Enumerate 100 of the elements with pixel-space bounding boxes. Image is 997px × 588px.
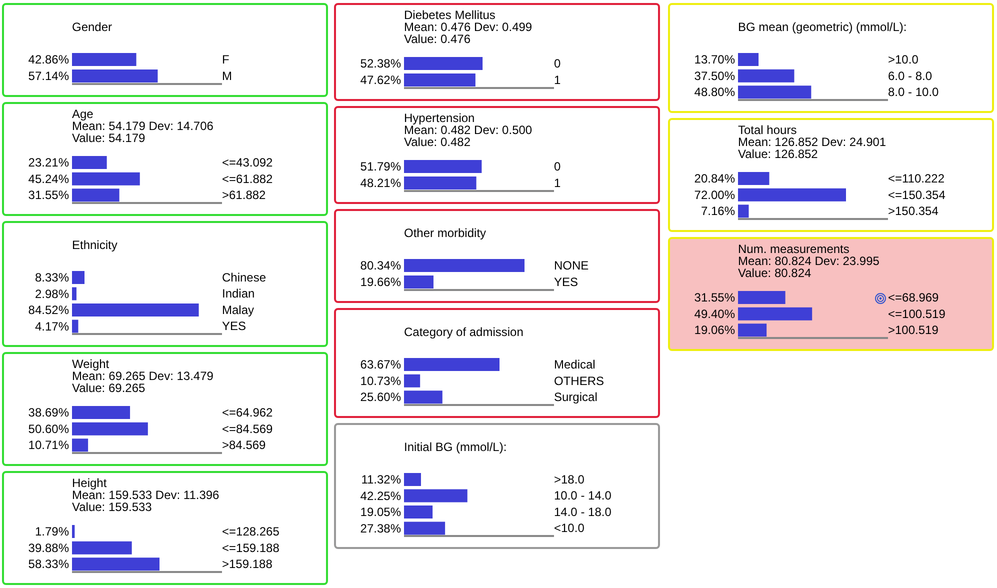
- y-tick-label: Indian: [222, 286, 255, 301]
- data-label: 31.55%: [694, 290, 736, 304]
- y-tick-label: YES: [222, 319, 246, 334]
- chart-title: Age: [72, 107, 94, 121]
- data-label: 20.84%: [694, 172, 736, 186]
- y-tick-label: <=68.969: [888, 290, 940, 304]
- y-tick-label: OTHERS: [554, 374, 604, 388]
- chart-title: Weight: [72, 357, 110, 371]
- y-tick-label: 10.0 - 14.0: [554, 488, 612, 503]
- data-label: 49.40%: [694, 306, 736, 321]
- data-label: 23.21%: [28, 156, 70, 170]
- text: Value: 159.533: [72, 500, 153, 514]
- chart-title: Total hours: [738, 123, 798, 137]
- y-tick-label: <=43.092: [222, 155, 274, 170]
- data-label: 47.62%: [360, 73, 402, 87]
- y-tick-label: >18.0: [554, 472, 585, 486]
- data-label: 19.66%: [360, 275, 402, 289]
- bar: [404, 473, 421, 486]
- data-label: 72.00%: [694, 188, 736, 202]
- chart-title: Ethnicity: [72, 238, 118, 252]
- y-tick-label: 6.0 - 8.0: [888, 68, 932, 83]
- chart-subtitle: Mean: 159.533 Dev: 11.396: [72, 488, 220, 502]
- y-tick-label: <=100.519: [888, 306, 946, 321]
- data-label: 8.33%: [34, 270, 70, 284]
- data-label: 84.52%: [28, 303, 70, 317]
- y-tick-label: <=110.222: [888, 171, 945, 186]
- y-tick-label: <10.0: [554, 521, 585, 536]
- chart-title: BG mean (geometric) (mmol/L):: [738, 20, 907, 34]
- y-tick-label: Surgical: [554, 390, 598, 404]
- data-label: 25.60%: [360, 390, 402, 404]
- y-tick-label: >100.519: [888, 323, 939, 338]
- bar: [72, 287, 76, 300]
- chart-subtitle: Mean: 0.482 Dev: 0.500: [404, 123, 532, 137]
- data-label: 48.21%: [360, 176, 402, 190]
- data-label: 45.24%: [28, 172, 70, 186]
- bar: [404, 489, 468, 502]
- data-label: 19.05%: [360, 505, 402, 519]
- chart-subtitle: Mean: 54.179 Dev: 14.706: [72, 119, 214, 133]
- data-label: 52.38%: [360, 56, 402, 70]
- data-label: 19.06%: [694, 323, 736, 338]
- bar: [72, 304, 199, 316]
- chart-title: Other morbidity: [404, 226, 486, 240]
- y-tick-label: 14.0 - 18.0: [554, 504, 612, 519]
- chart-title: Height: [72, 476, 108, 490]
- y-tick-label: M: [222, 69, 232, 84]
- bar: [404, 522, 446, 535]
- y-tick-label: <=128.265: [222, 524, 280, 538]
- y-tick-label: YES: [554, 275, 578, 290]
- y-tick-label: 0: [554, 160, 561, 174]
- data-label: 50.60%: [28, 422, 70, 436]
- text: Value: 0.482: [404, 135, 472, 149]
- y-tick-label: <=150.354: [888, 188, 946, 202]
- data-label: 38.69%: [28, 406, 70, 420]
- data-label: 27.38%: [360, 521, 402, 536]
- y-tick-label: Malay: [222, 302, 254, 317]
- y-tick-label: 8.0 - 10.0: [888, 85, 940, 100]
- chart-subtitle: Mean: 0.476 Dev: 0.499: [404, 20, 532, 34]
- y-tick-label: NONE: [554, 258, 589, 273]
- chart-title: Hypertension: [404, 111, 476, 125]
- chart-title: Num. measurements: [738, 242, 850, 256]
- y-tick-label: F: [222, 52, 230, 67]
- data-label: 11.32%: [361, 472, 402, 486]
- y-tick-label: <=61.882: [222, 172, 274, 186]
- data-label: 42.25%: [360, 488, 402, 503]
- chart-title: Initial BG (mmol/L):: [404, 440, 507, 454]
- y-tick-label: Medical: [554, 357, 596, 372]
- data-label: 10.71%: [28, 438, 70, 452]
- data-label: 31.55%: [28, 188, 70, 202]
- data-label: 39.88%: [28, 540, 70, 555]
- chart-subtitle: Mean: 126.852 Dev: 24.901: [738, 135, 886, 149]
- data-label: 57.14%: [28, 69, 70, 83]
- chart-title: Category of admission: [404, 325, 524, 339]
- y-tick-label: >10.0: [888, 52, 919, 66]
- data-label: 4.17%: [34, 319, 70, 334]
- data-label: 58.33%: [28, 557, 70, 572]
- data-label: 42.86%: [28, 52, 70, 66]
- y-tick-label: >84.569: [222, 438, 266, 452]
- text: Value: 0.476: [404, 32, 472, 46]
- bar: [404, 506, 433, 518]
- data-label: 10.73%: [360, 374, 402, 388]
- y-tick-label: 0: [554, 56, 561, 71]
- y-tick-label: <=64.962: [222, 405, 274, 420]
- chart-title: Gender: [72, 20, 112, 34]
- y-tick-label: <=159.188: [222, 540, 280, 555]
- data-label: 7.16%: [700, 204, 736, 218]
- text: Value: 69.265: [72, 381, 146, 395]
- text: Value: 126.852: [738, 147, 819, 161]
- chart-subtitle: Mean: 69.265 Dev: 13.479: [72, 369, 214, 383]
- data-label: 51.79%: [360, 160, 402, 174]
- data-label: 80.34%: [360, 258, 402, 272]
- y-tick-label: >150.354: [888, 204, 939, 218]
- data-label: 37.50%: [694, 68, 736, 83]
- data-label: 48.80%: [694, 85, 736, 100]
- data-label: 13.70%: [694, 52, 736, 66]
- text: Value: 54.179: [72, 131, 146, 145]
- bar: [72, 320, 78, 333]
- chart-title: Diebetes Mellitus: [404, 8, 496, 22]
- y-tick-label: <=84.569: [222, 422, 274, 436]
- y-tick-label: 1: [554, 73, 561, 88]
- y-tick-label: >159.188: [222, 557, 273, 572]
